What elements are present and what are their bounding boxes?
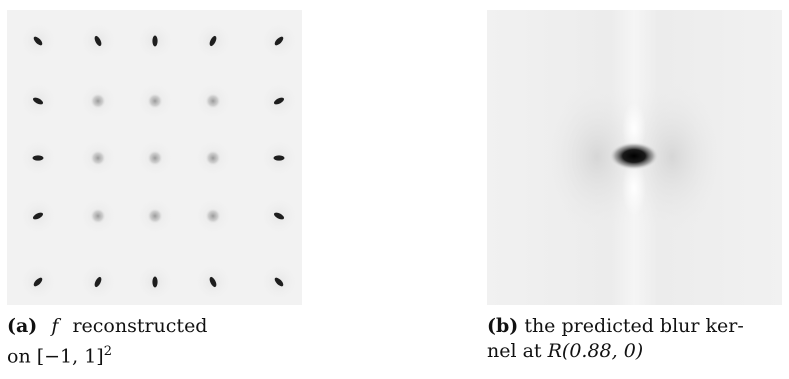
spot-sharp: [94, 35, 102, 47]
spot-blurred: [147, 208, 163, 224]
caption-b-point: R(0.88, 0): [547, 340, 644, 362]
blur-kernel-image: [487, 10, 782, 305]
spot-sharp: [274, 277, 284, 287]
kernel-white-lobe-top: [622, 102, 646, 154]
spot-sharp: [33, 277, 43, 287]
spot-sharp: [209, 35, 217, 47]
spot-sharp: [273, 155, 285, 161]
spot-sharp: [209, 276, 217, 288]
spot-sharp: [152, 276, 158, 288]
caption-b: (b) the predicted blur ker- nel at R(0.8…: [487, 314, 787, 364]
spot-blurred: [205, 208, 221, 224]
kernel-core: [609, 142, 659, 170]
caption-a-line2-prefix: on: [7, 345, 37, 368]
spot-sharp: [273, 97, 285, 105]
spot-sharp: [273, 212, 285, 220]
spot-sharp: [274, 36, 284, 46]
kernel-white-lobe-bottom: [622, 160, 646, 216]
caption-a-domain: [−1, 1]: [36, 345, 104, 368]
caption-a-text: reconstructed: [72, 315, 208, 337]
caption-a: (a) f reconstructed on [−1, 1]2: [7, 314, 307, 369]
blur-kernel-plot: [487, 10, 782, 305]
caption-b-line1: the predicted blur ker-: [524, 315, 744, 337]
spot-blurred: [205, 150, 221, 166]
spot-blurred: [205, 93, 221, 109]
reconstruction-plot: [7, 10, 302, 305]
spot-blurred: [90, 150, 106, 166]
spot-blurred: [90, 93, 106, 109]
spot-blurred: [147, 93, 163, 109]
spot-sharp: [152, 35, 158, 47]
spot-sharp: [32, 155, 44, 161]
caption-b-tag: (b): [487, 315, 519, 337]
caption-a-exponent: 2: [103, 344, 113, 359]
spot-sharp: [94, 276, 102, 288]
spot-blurred: [147, 150, 163, 166]
spot-blurred: [90, 208, 106, 224]
spot-sharp: [33, 36, 43, 46]
caption-a-tag: (a): [7, 315, 38, 337]
caption-a-symbol: f: [51, 315, 59, 337]
spot-sharp: [32, 212, 44, 220]
caption-b-line2-prefix: nel at: [487, 340, 548, 362]
spot-sharp: [32, 97, 44, 105]
reconstruction-image: [7, 10, 302, 305]
